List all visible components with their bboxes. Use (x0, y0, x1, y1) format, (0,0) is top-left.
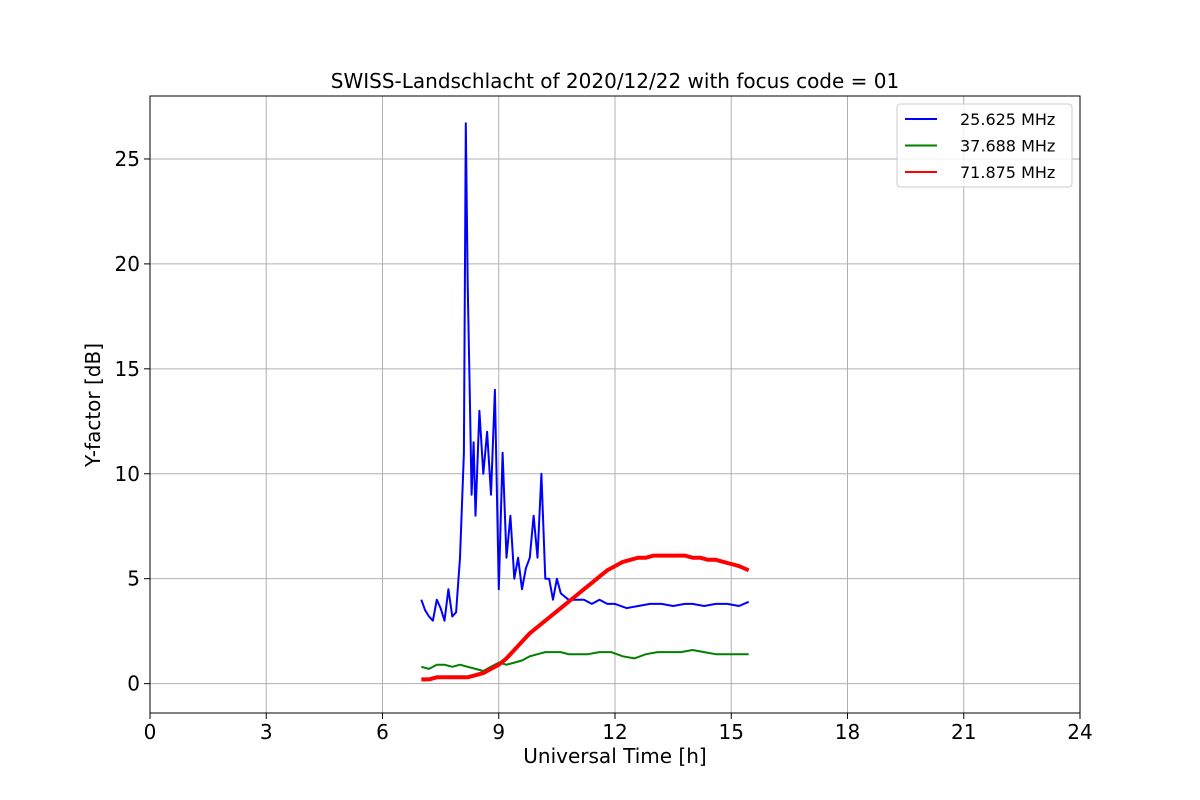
x-tick-label: 24 (1067, 720, 1092, 744)
legend-label: 25.625 MHz (960, 110, 1055, 129)
legend-label: 71.875 MHz (960, 163, 1055, 182)
series-line-37-688-mhz (421, 649, 749, 672)
series-group (420, 122, 750, 682)
series-line-71-875-mhz (421, 553, 750, 682)
y-tick-label: 25 (115, 147, 140, 171)
y-axis-label: Y-factor [dB] (81, 343, 105, 468)
y-tick-label: 5 (127, 567, 140, 591)
legend-box (896, 103, 1073, 188)
y-tick-label: 20 (115, 252, 140, 276)
series-line-25-625-mhz (420, 122, 750, 622)
x-tick-label: 0 (144, 720, 157, 744)
x-tick-label: 12 (602, 720, 627, 744)
x-axis-label: Universal Time [h] (523, 744, 706, 768)
x-tick-label: 18 (835, 720, 860, 744)
chart-title: SWISS-Landschlacht of 2020/12/22 with fo… (331, 69, 899, 93)
x-tick-label: 6 (376, 720, 389, 744)
y-tick-label: 0 (127, 672, 140, 696)
x-tick-label: 15 (719, 720, 744, 744)
axis-ticks: 0 3 6 9 12 15 18 21 24 0 5 10 15 20 25 (115, 147, 1093, 744)
legend-label: 37.688 MHz (960, 137, 1055, 156)
y-tick-label: 15 (115, 357, 140, 381)
legend: 25.625 MHz 37.688 MHz 71.875 MHz (896, 103, 1073, 188)
x-tick-label: 3 (260, 720, 273, 744)
y-tick-label: 10 (115, 462, 140, 486)
x-tick-label: 21 (951, 720, 976, 744)
x-tick-label: 9 (492, 720, 505, 744)
